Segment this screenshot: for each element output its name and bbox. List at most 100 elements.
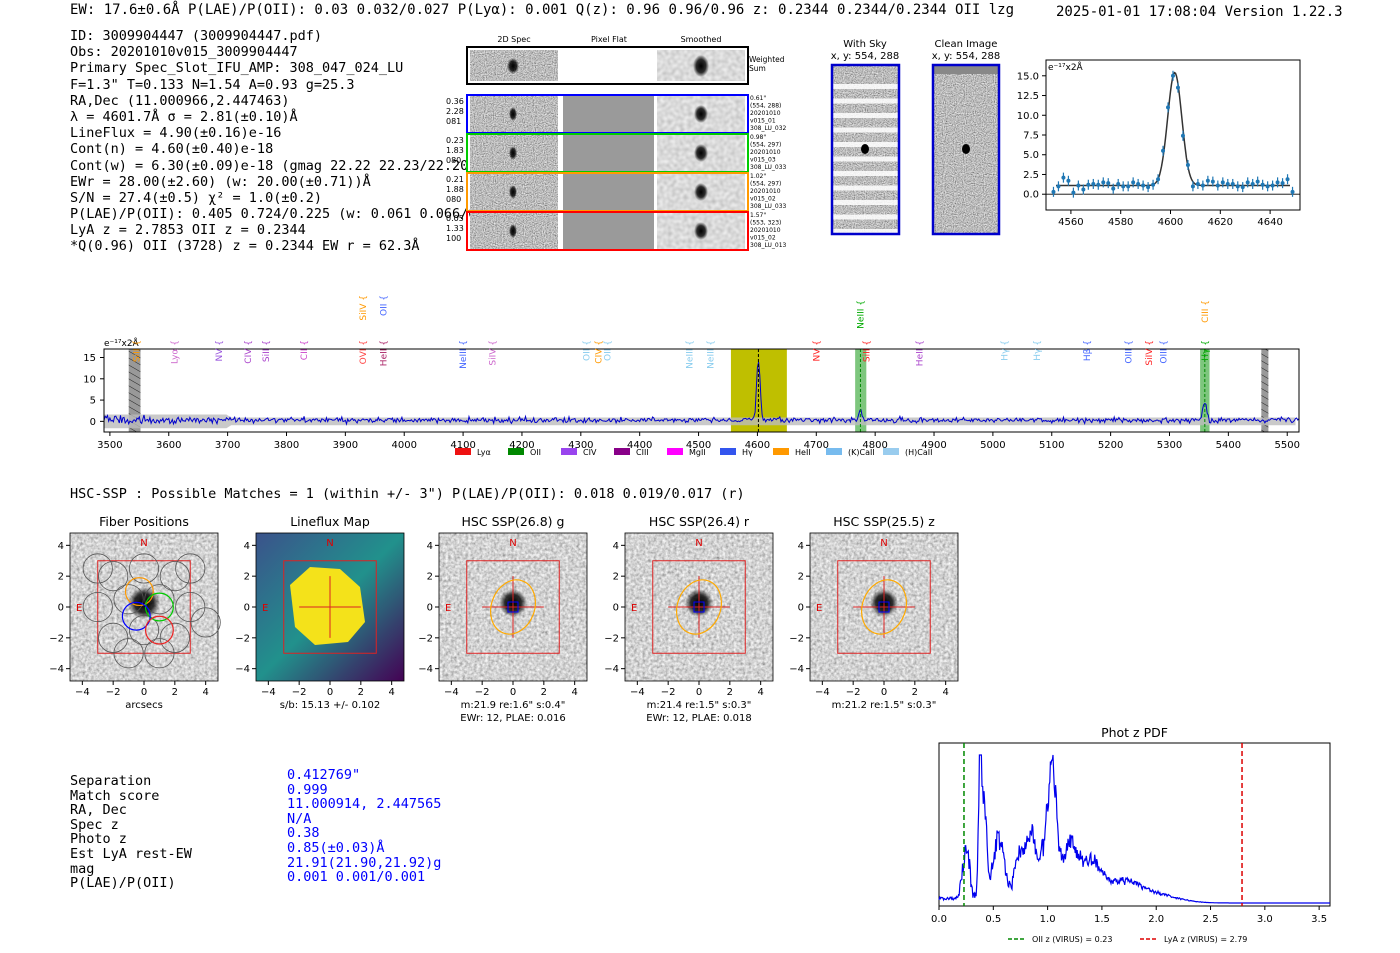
line-label: NeIII { — [686, 340, 696, 369]
cutout-right-stat: 0.61" — [750, 95, 766, 102]
x-tick-label: 3500 — [97, 440, 122, 451]
x-tick-label: −4 — [261, 687, 276, 698]
panel-caption: m:21.9 re:1.6" s:0.4" — [461, 700, 566, 711]
x-tick-label: 4800 — [862, 440, 887, 451]
panel-caption: m:21.2 re:1.5" s:0.3" — [832, 700, 937, 711]
header-summary: EW: 17.6±0.6Å P(LAE)/P(OII): 0.03 0.032/… — [70, 2, 1015, 18]
info-line: F=1.3" T=0.133 N=1.54 A=0.93 g=25.3 — [70, 76, 355, 93]
cutout-smoothed-source — [694, 183, 708, 201]
match-label: Photo z — [70, 831, 127, 848]
legend-label: (H)CaII — [905, 448, 932, 457]
north-label: N — [880, 538, 887, 549]
y-tick-label: −2 — [49, 633, 64, 644]
col-2d-spec: 2D Spec — [497, 35, 530, 44]
lineflux-blob — [290, 567, 365, 645]
data-point — [1215, 183, 1220, 188]
y-tick-label: 0 — [244, 603, 250, 614]
y-tick-label: 2 — [613, 572, 619, 583]
sky-line — [832, 171, 899, 176]
info-line: *Q(0.96) OII (3728) z = 0.2344 EW r = 62… — [70, 238, 420, 255]
fiber-circle — [98, 561, 129, 592]
x-tick-label: 2.0 — [1148, 914, 1164, 925]
line-label: NeIII { — [856, 300, 866, 329]
y-tick-label: −4 — [49, 664, 64, 675]
data-point — [1205, 178, 1210, 183]
cutout-right-stat: (554, 297) — [750, 181, 781, 188]
cutout-pixel-flat — [563, 96, 654, 132]
hsc-match-title: HSC-SSP : Possible Matches = 1 (within +… — [70, 486, 745, 502]
y-tick-label: 4 — [613, 541, 619, 552]
with-sky-source — [861, 144, 869, 154]
line-label: OII { — [603, 340, 613, 361]
cutout-right-stat: v015_03 — [750, 157, 776, 164]
line-label: Hγ { — [1201, 340, 1211, 361]
y-tick-label: 5.0 — [1023, 150, 1039, 161]
y-tick-label: 2 — [244, 572, 250, 583]
cutout-right-stat: 308_LU_032 — [750, 125, 787, 132]
x-tick-label: 4 — [388, 687, 394, 698]
y-tick-label: −4 — [604, 664, 619, 675]
y-tick-label: 4 — [244, 541, 250, 552]
cutout-right-stat: 1.02" — [750, 173, 766, 180]
data-point — [1106, 181, 1111, 186]
cutout-left-stat: 0.05 — [446, 214, 464, 223]
cutout-right-stat: 20201010 — [750, 110, 781, 117]
x-tick-label: −2 — [106, 687, 121, 698]
data-point — [1151, 182, 1156, 187]
match-value: 0.38 — [287, 825, 320, 842]
panel-title: HSC SSP(25.5) z — [833, 514, 935, 529]
line-label: SiII { — [132, 340, 142, 362]
cutout-right-stat: v015_01 — [750, 118, 776, 125]
line-label: OII { — [380, 295, 390, 316]
x-tick-label: 4600 — [1158, 217, 1183, 228]
panel-caption: arcsecs — [125, 700, 163, 711]
x-tick-label: 4 — [942, 687, 948, 698]
north-label: N — [140, 538, 147, 549]
aperture-ellipse — [490, 579, 536, 635]
match-labels: Separation Match score RA, Dec Spec z Ph… — [70, 774, 192, 891]
with-sky-frame — [830, 63, 901, 236]
cutout-left-stat: 1.88 — [446, 185, 464, 194]
x-tick-label: −4 — [815, 687, 830, 698]
y-tick-label: 7.5 — [1023, 131, 1039, 142]
match-label: Spec z — [70, 816, 119, 833]
with-sky-coords: x, y: 554, 288 — [831, 51, 900, 62]
match-value: 0.001 0.001/0.001 — [287, 869, 426, 886]
line-label: NeIII { — [706, 340, 716, 369]
y-tick-label: −4 — [418, 664, 433, 675]
sky-line — [832, 185, 899, 191]
data-point — [1166, 105, 1171, 110]
data-point — [1101, 180, 1106, 185]
sky-line — [832, 229, 899, 234]
legend-label: MgII — [689, 448, 706, 457]
cutout-left-stat: 080 — [446, 156, 461, 165]
x-tick-label: 4100 — [450, 440, 475, 451]
data-point — [1051, 189, 1056, 194]
y-tick-label: 4 — [798, 541, 804, 552]
east-label: E — [76, 603, 82, 614]
x-tick-label: 2.5 — [1203, 914, 1219, 925]
match-marker — [878, 601, 890, 613]
data-point — [1220, 180, 1225, 185]
y-tick-label: −2 — [789, 633, 804, 644]
legend-label: Hγ — [742, 448, 753, 457]
info-line: RA,Dec (11.000966,2.447463) — [70, 92, 290, 109]
clean-image-coords: x, y: 554, 288 — [932, 51, 1001, 62]
y-tick-label: 10.0 — [1017, 111, 1039, 122]
match-label: Match score — [70, 787, 160, 804]
match-label: RA, Dec — [70, 802, 127, 819]
data-point — [1225, 181, 1230, 186]
info-line: Cont(w) = 6.30(±0.09)e-18 (gmag 22.22 22… — [70, 157, 477, 174]
y-tick-label: 10 — [83, 374, 96, 385]
x-tick-label: 4500 — [686, 440, 711, 451]
data-point — [1111, 186, 1116, 191]
clean-image-top-band — [933, 65, 999, 74]
header-timestamp-version: 2025-01-01 17:08:04 Version 1.22.3 — [1056, 4, 1343, 20]
x-tick-label: 4580 — [1108, 217, 1133, 228]
search-box — [283, 560, 377, 654]
with-sky-title: With Sky — [843, 39, 887, 50]
x-tick-label: 2 — [541, 687, 547, 698]
x-tick-label: 4640 — [1257, 217, 1282, 228]
y-tick-label: 15.0 — [1017, 71, 1039, 82]
gray-band-hatch — [128, 349, 141, 432]
